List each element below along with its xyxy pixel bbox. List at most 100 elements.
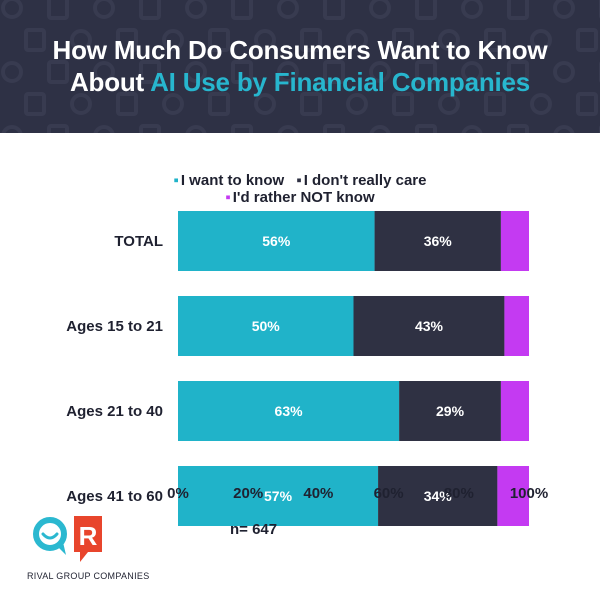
legend-item-dont-care: ▪ I don't really care — [296, 172, 426, 189]
data-label: 36% — [424, 233, 453, 249]
bar-segment — [399, 381, 501, 441]
pattern-badge-icon — [231, 60, 253, 84]
pattern-badge-icon — [507, 124, 529, 133]
pattern-bubble-icon — [1, 61, 23, 83]
pattern-badge-icon — [116, 28, 138, 52]
pattern-bubble-icon — [70, 29, 92, 51]
legend-item-want: ▪ I want to know — [174, 172, 285, 189]
pattern-bubble-icon — [553, 0, 575, 19]
pattern-bubble-icon — [1, 0, 23, 19]
bar-segment — [500, 211, 529, 271]
title-line-2-prefix: About — [69, 67, 151, 97]
x-tick-label: 40% — [303, 485, 333, 502]
pattern-badge-icon — [576, 92, 598, 116]
pattern-badge-icon — [24, 92, 46, 116]
chat-bubble-icon — [33, 517, 67, 555]
pattern-bubble-icon — [346, 93, 368, 115]
rival-logo: R — [33, 516, 102, 562]
pattern-bubble-icon — [254, 93, 276, 115]
sample-size: n= 647 — [230, 521, 278, 538]
bar-segment — [500, 381, 529, 441]
pattern-bubble-icon — [93, 125, 115, 133]
legend-row-1: ▪ I want to know ▪ I don't really care — [0, 172, 600, 189]
banner-pattern — [1, 0, 600, 133]
legend-label-want: I want to know — [180, 172, 285, 189]
legend-label-rather-not: I'd rather NOT know — [232, 189, 375, 206]
pattern-bubble-icon — [461, 61, 483, 83]
pattern-badge-icon — [208, 92, 230, 116]
category-label: Ages 41 to 60 — [66, 488, 163, 505]
legend-label-dont-care: I don't really care — [303, 172, 427, 189]
bar-segment — [378, 466, 498, 526]
chart-title: How Much Do Consumers Want to Know About… — [0, 34, 600, 98]
pattern-badge-icon — [47, 124, 69, 133]
pattern-bubble-icon — [461, 0, 483, 19]
data-label: 50% — [252, 318, 281, 334]
pattern-bubble-icon — [185, 61, 207, 83]
pattern-bubble-icon — [530, 29, 552, 51]
legend-row-2: ▪ I'd rather NOT know — [0, 189, 600, 206]
pattern-bubble-icon — [162, 93, 184, 115]
pattern-badge-icon — [392, 28, 414, 52]
pattern-bubble-icon — [553, 125, 575, 133]
x-tick-label: 100% — [510, 485, 548, 502]
bar-segment — [178, 211, 375, 271]
pattern-badge-icon — [47, 0, 69, 20]
pattern-bubble-icon — [254, 29, 276, 51]
pattern-badge-icon — [507, 60, 529, 84]
bar-segment — [497, 466, 529, 526]
pattern-bubble-icon — [369, 0, 391, 19]
pattern-badge-icon — [139, 0, 161, 20]
pattern-badge-icon — [415, 60, 437, 84]
logo-letter: R — [79, 521, 98, 551]
legend-item-rather-not: ▪ I'd rather NOT know — [225, 189, 374, 206]
pattern-bubble-icon — [277, 125, 299, 133]
bar-segment — [178, 466, 379, 526]
pattern-badge-icon — [139, 124, 161, 133]
data-label: 29% — [436, 403, 465, 419]
pattern-bubble-icon — [185, 125, 207, 133]
pattern-bubble-icon — [369, 125, 391, 133]
title-line-2: About AI Use by Financial Companies — [0, 66, 600, 98]
pattern-badge-icon — [392, 92, 414, 116]
legend-marker-dont-care: ▪ — [296, 172, 302, 189]
legend-marker-rather-not: ▪ — [225, 189, 231, 206]
pattern-badge-icon — [139, 60, 161, 84]
pattern-badge-icon — [484, 92, 506, 116]
data-label: 34% — [424, 488, 453, 504]
pattern-badge-icon — [507, 0, 529, 20]
pattern-badge-icon — [47, 60, 69, 84]
pattern-badge-icon — [415, 0, 437, 20]
bar-segment — [353, 296, 505, 356]
x-tick-label: 60% — [374, 485, 404, 502]
pattern-badge-icon — [24, 28, 46, 52]
pattern-badge-icon — [323, 60, 345, 84]
data-label: 56% — [262, 233, 291, 249]
pattern-bubble-icon — [93, 0, 115, 19]
legend: ▪ I want to know ▪ I don't really care ▪ I'… — [0, 172, 600, 206]
bar-segment — [374, 211, 501, 271]
bar-segment — [178, 381, 400, 441]
data-label: 63% — [275, 403, 304, 419]
pattern-badge-icon — [300, 28, 322, 52]
category-label: Ages 15 to 21 — [66, 318, 163, 335]
x-tick-label: 80% — [444, 485, 474, 502]
pattern-bubble-icon — [1, 125, 23, 133]
pattern-bubble-icon — [162, 29, 184, 51]
header-banner — [0, 0, 600, 133]
pattern-bubble-icon — [530, 93, 552, 115]
legend-marker-want: ▪ — [173, 172, 179, 189]
pattern-bubble-icon — [438, 93, 460, 115]
category-label: TOTAL — [114, 233, 163, 250]
pattern-bubble-icon — [93, 61, 115, 83]
pattern-badge-icon — [415, 124, 437, 133]
pattern-badge-icon — [208, 28, 230, 52]
pattern-badge-icon — [231, 124, 253, 133]
title-line-2-accent: AI Use by Financial Companies — [150, 67, 531, 97]
pattern-bubble-icon — [553, 61, 575, 83]
pattern-badge-icon — [323, 0, 345, 20]
data-label: 43% — [415, 318, 444, 334]
pattern-bubble-icon — [277, 61, 299, 83]
pattern-bubble-icon — [369, 61, 391, 83]
